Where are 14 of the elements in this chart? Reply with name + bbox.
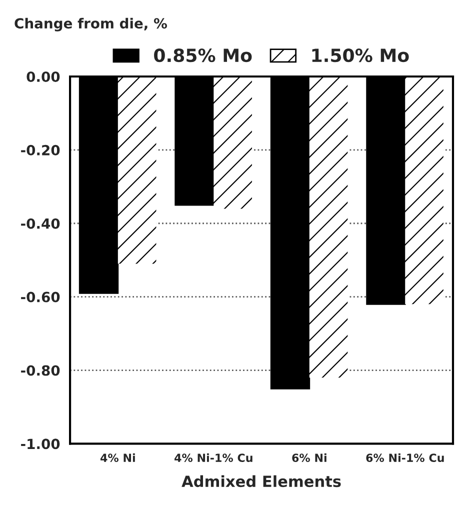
x-axis-title: Admixed Elements xyxy=(182,475,341,488)
y-tick-label: -1.00 xyxy=(21,438,60,450)
legend-label: 1.50% Mo xyxy=(312,48,409,62)
y-tick-label: -0.40 xyxy=(21,218,60,229)
legend-label: 0.85% Mo xyxy=(154,48,252,62)
x-tick-label: 4% Ni xyxy=(100,453,135,462)
y-axis-title: Change from die, % xyxy=(14,18,167,32)
x-tick-label: 6% Ni-1% Cu xyxy=(366,453,444,462)
y-tick-label: -0.80 xyxy=(21,365,60,376)
x-tick-label: 4% Ni-1% Cu xyxy=(174,453,252,462)
y-tick-label: 0.00 xyxy=(26,71,60,82)
x-tick-label: 6% Ni xyxy=(292,453,326,462)
y-tick-label: -0.60 xyxy=(21,292,60,302)
y-tick-label: -0.20 xyxy=(21,144,60,156)
